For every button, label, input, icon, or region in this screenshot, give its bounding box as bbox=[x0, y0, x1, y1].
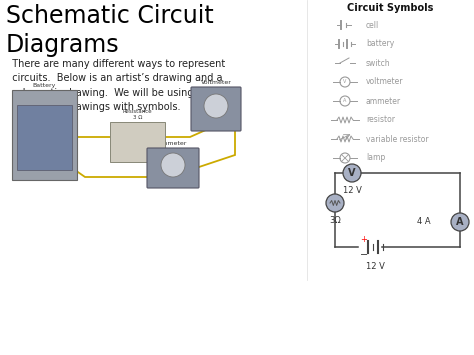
Text: battery: battery bbox=[366, 39, 394, 49]
Text: −: − bbox=[360, 250, 368, 260]
Text: switch: switch bbox=[366, 59, 391, 67]
Text: A: A bbox=[456, 217, 464, 227]
Text: 3Ω: 3Ω bbox=[329, 216, 341, 225]
FancyBboxPatch shape bbox=[12, 90, 77, 180]
Circle shape bbox=[161, 153, 185, 177]
Text: lamp: lamp bbox=[366, 153, 385, 163]
Text: Schematic Circuit: Schematic Circuit bbox=[6, 4, 214, 28]
Text: Diagrams: Diagrams bbox=[6, 33, 119, 57]
Text: ammeter: ammeter bbox=[366, 97, 401, 105]
Text: Voltmeter: Voltmeter bbox=[201, 80, 231, 85]
Text: cell: cell bbox=[366, 21, 379, 29]
FancyBboxPatch shape bbox=[17, 105, 72, 170]
Text: Ammeter: Ammeter bbox=[158, 141, 188, 146]
Circle shape bbox=[326, 194, 344, 212]
Text: variable resistor: variable resistor bbox=[366, 135, 428, 143]
Text: A: A bbox=[343, 98, 346, 103]
Text: There are many different ways to represent
  circuits.  Below is an artist’s dra: There are many different ways to represe… bbox=[6, 59, 225, 112]
Circle shape bbox=[204, 94, 228, 118]
Text: Resistance
3 Ω: Resistance 3 Ω bbox=[123, 109, 152, 120]
Text: 4 A: 4 A bbox=[418, 218, 431, 226]
Circle shape bbox=[343, 164, 361, 182]
Text: V: V bbox=[343, 79, 346, 84]
Text: resistor: resistor bbox=[366, 115, 395, 125]
FancyBboxPatch shape bbox=[110, 122, 165, 162]
Text: 12 V: 12 V bbox=[36, 95, 53, 101]
Text: 12 V: 12 V bbox=[365, 262, 384, 271]
Circle shape bbox=[451, 213, 469, 231]
Text: +: + bbox=[361, 235, 367, 245]
FancyBboxPatch shape bbox=[191, 87, 241, 131]
Text: V: V bbox=[348, 168, 356, 178]
FancyBboxPatch shape bbox=[147, 148, 199, 188]
Text: Circuit Symbols: Circuit Symbols bbox=[347, 3, 433, 13]
Text: Battery: Battery bbox=[33, 83, 56, 88]
Text: 12 V: 12 V bbox=[343, 186, 362, 195]
Text: voltmeter: voltmeter bbox=[366, 77, 403, 87]
